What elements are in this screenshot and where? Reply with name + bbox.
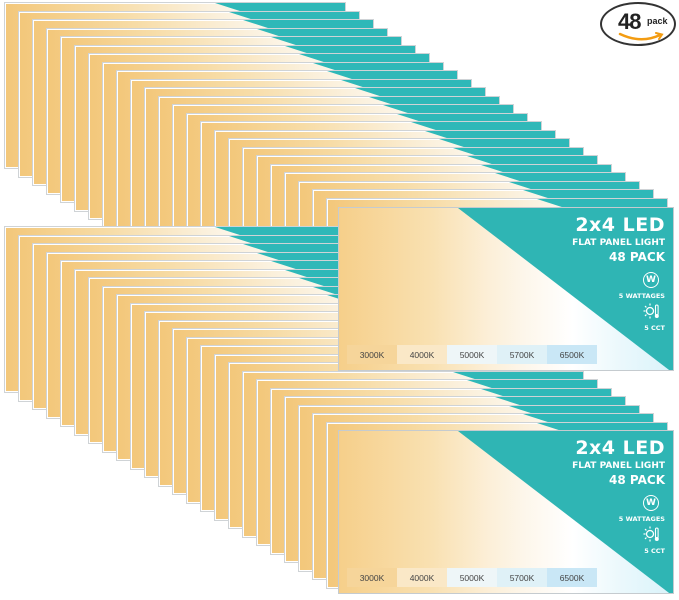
panel-pack-count: 48 PACK	[609, 473, 665, 487]
pack-count-badge: 48 pack	[600, 2, 676, 46]
sun-thermometer-icon	[643, 303, 659, 319]
badge-unit: pack	[647, 16, 668, 26]
label-corner	[458, 208, 673, 370]
cct-text: 5 CCT	[644, 547, 665, 555]
panel-subtitle: FLAT PANEL LIGHT	[572, 461, 665, 471]
front-panel-lower: 2x4 LED FLAT PANEL LIGHT 48 PACK W 5 WAT…	[338, 430, 674, 594]
sun-thermometer-icon	[643, 526, 659, 542]
color-temperature-strip: 3000K 4000K 5000K 5700K 6500K	[347, 568, 597, 587]
front-panel-upper: 2x4 LED FLAT PANEL LIGHT 48 PACK W 5 WAT…	[338, 207, 674, 371]
swatch-5000k: 5000K	[447, 568, 497, 587]
swatch-5000k: 5000K	[447, 345, 497, 364]
panel-title: 2x4 LED	[575, 437, 665, 459]
wattage-icon: W	[643, 495, 659, 511]
swatch-4000k: 4000K	[397, 568, 447, 587]
swatch-5700k: 5700K	[497, 345, 547, 364]
swatch-3000k: 3000K	[347, 568, 397, 587]
badge-count: 48	[618, 9, 642, 34]
smile-arrow-icon	[618, 32, 664, 41]
cct-text: 5 CCT	[644, 324, 665, 332]
wattage-icon: W	[643, 272, 659, 288]
swatch-5700k: 5700K	[497, 568, 547, 587]
swatch-4000k: 4000K	[397, 345, 447, 364]
label-corner	[458, 431, 673, 593]
wattage-text: 5 WATTAGES	[618, 292, 665, 300]
swatch-6500k: 6500K	[547, 568, 597, 587]
wattage-text: 5 WATTAGES	[618, 515, 665, 523]
panel-pack-count: 48 PACK	[609, 250, 665, 264]
swatch-3000k: 3000K	[347, 345, 397, 364]
swatch-6500k: 6500K	[547, 345, 597, 364]
panel-title: 2x4 LED	[575, 214, 665, 236]
panel-subtitle: FLAT PANEL LIGHT	[572, 238, 665, 248]
color-temperature-strip: 3000K 4000K 5000K 5700K 6500K	[347, 345, 597, 364]
